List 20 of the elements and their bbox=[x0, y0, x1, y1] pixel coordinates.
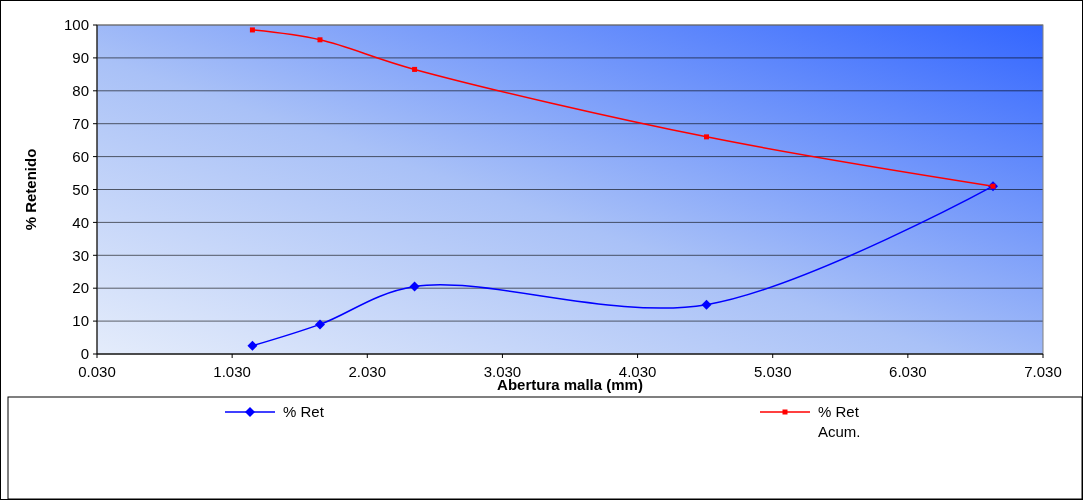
x-tick-label: 1.030 bbox=[213, 363, 251, 380]
y-tick-label: 90 bbox=[72, 49, 89, 67]
y-tick-label: 30 bbox=[72, 246, 89, 264]
x-tick-label: 6.030 bbox=[889, 363, 927, 380]
x-tick-label: 5.030 bbox=[753, 363, 792, 380]
y-tick-label: 20 bbox=[72, 279, 89, 297]
x-tick-label: 7.030 bbox=[1024, 363, 1062, 380]
y-tick-label: 70 bbox=[72, 114, 89, 132]
y-tick-label: 100 bbox=[63, 16, 89, 34]
y-tick-label: 60 bbox=[72, 147, 89, 165]
legend-label: % Ret bbox=[283, 403, 325, 420]
y-tick-label: 80 bbox=[72, 82, 89, 100]
y-tick-label: 50 bbox=[72, 180, 89, 198]
y-tick-label: 0 bbox=[80, 345, 89, 363]
x-tick-label: 2.030 bbox=[348, 363, 387, 380]
y-tick-label: 40 bbox=[72, 213, 89, 231]
x-tick-label: 0.030 bbox=[78, 363, 116, 380]
legend-label: % Ret Acum. bbox=[818, 403, 861, 440]
y-axis-title: % Retenido bbox=[22, 148, 39, 231]
y-tick-label: 10 bbox=[72, 312, 89, 330]
